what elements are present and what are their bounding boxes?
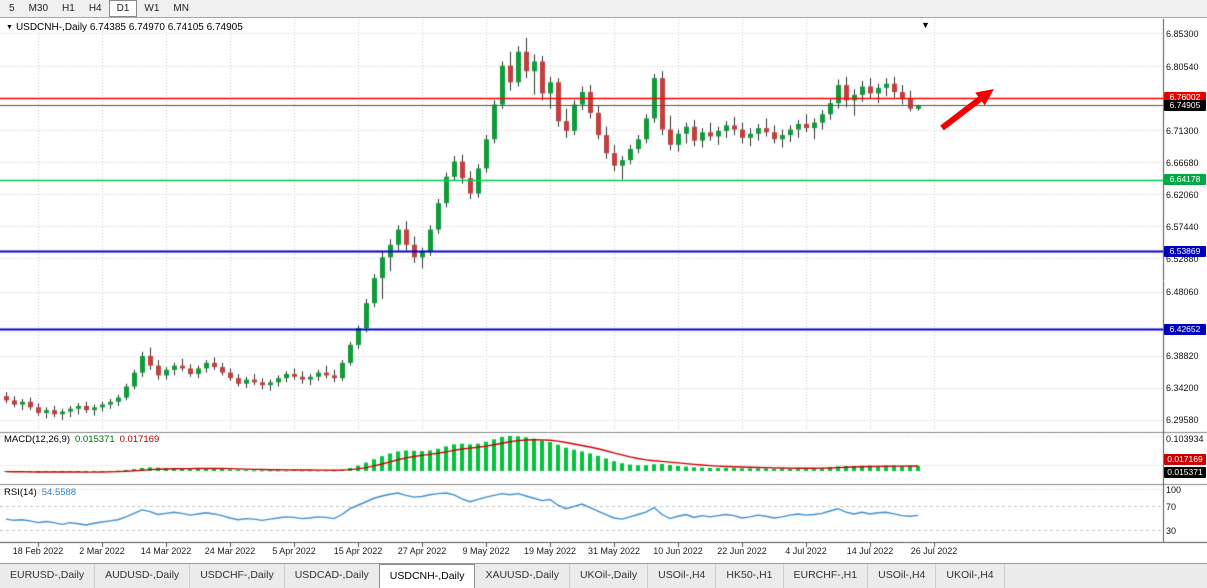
price-line-badge: 6.53869 [1164, 245, 1206, 257]
date-axis-label: 4 Jul 2022 [785, 546, 827, 556]
timeframe-button-m30[interactable]: M30 [28, 3, 49, 14]
price-axis-label: 6.71300 [1166, 125, 1199, 136]
price-axis-label: 6.66680 [1166, 157, 1199, 168]
date-axis-label: 24 Mar 2022 [204, 546, 256, 556]
chart-tab-hk50-h1[interactable]: HK50-,H1 [716, 564, 784, 588]
price-axis-label: 6.48060 [1166, 287, 1199, 298]
price-line-badge: 6.74905 [1164, 99, 1206, 111]
chart-tab-usdcnh-daily[interactable]: USDCNH-,Daily [378, 564, 476, 588]
macd-indicator-label: MACD(12,26,9) 0.015371 0.017169 [4, 434, 159, 445]
timeframe-button-h4[interactable]: H4 [88, 3, 102, 14]
chart-symbol-title: USDCNH-,Daily [15, 22, 88, 33]
chart-title-bar: ▼ USDCNH-,Daily 6.74385 6.74970 6.74105 6… [6, 22, 243, 33]
date-axis-label: 2 Mar 2022 [79, 546, 125, 556]
timeframe-button-d1[interactable]: D1 [108, 0, 138, 17]
chart-ohlc-values: 6.74385 6.74970 6.74105 6.74905 [89, 22, 243, 33]
price-axis-label: 6.52880 [1166, 253, 1199, 264]
chart-tab-usdchf-daily[interactable]: USDCHF-,Daily [190, 564, 285, 588]
macd-name: MACD(12,26,9) [4, 434, 70, 445]
price-line-badge: 6.42652 [1164, 323, 1206, 335]
date-axis-label: 14 Mar 2022 [140, 546, 192, 556]
chart-tab-xauusd-daily[interactable]: XAUUSD-,Daily [475, 564, 570, 588]
macd-value-badge: 0.015371 [1164, 466, 1206, 478]
macd-value-badge: 0.017169 [1164, 454, 1206, 466]
chart-tab-usdcad-daily[interactable]: USDCAD-,Daily [285, 564, 380, 588]
price-axis-label: 6.29580 [1166, 415, 1199, 426]
chart-shift-marker-icon[interactable]: ▼ [921, 20, 930, 30]
date-axis-label: 19 May 2022 [523, 546, 577, 556]
timeframe-button-mn[interactable]: MN [173, 3, 189, 14]
timeframe-button-h1[interactable]: H1 [62, 3, 75, 14]
date-axis-label: 22 Jun 2022 [717, 546, 767, 556]
price-axis-label: 6.80540 [1166, 61, 1199, 72]
chart-tab-ukoil-daily[interactable]: UKOil-,Daily [570, 564, 649, 588]
date-axis-label: 15 Apr 2022 [333, 546, 383, 556]
price-line-badge: 6.76002 [1164, 92, 1206, 104]
rsi-value: 54.5588 [41, 487, 77, 498]
date-axis-label: 9 May 2022 [462, 546, 510, 556]
chart-canvas[interactable] [0, 19, 1207, 562]
chart-tab-eurusd-daily[interactable]: EURUSD-,Daily [0, 564, 96, 588]
trend-arrow-icon[interactable] [936, 86, 998, 139]
macd-axis-label: 0.103934 [1166, 434, 1204, 444]
price-axis-label: 6.57440 [1166, 221, 1199, 232]
chart-tab-ukoil-h4[interactable]: UKOil-,H4 [936, 564, 1005, 588]
timeframe-toolbar: 5 M30 H1 H4 D1 W1 MN [0, 0, 1207, 18]
date-axis-label: 26 Jul 2022 [910, 546, 958, 556]
date-axis-label: 14 Jul 2022 [846, 546, 894, 556]
timeframe-button-5[interactable]: 5 [9, 3, 15, 14]
date-axis-label: 27 Apr 2022 [397, 546, 447, 556]
rsi-name: RSI(14) [4, 487, 37, 498]
chart-tab-usoil-h4[interactable]: USOil-,H4 [648, 564, 717, 588]
rsi-axis-label: 100 [1166, 485, 1182, 495]
price-axis-label: 6.85300 [1166, 28, 1199, 39]
date-axis-label: 5 Apr 2022 [272, 546, 316, 556]
timeframe-button-w1[interactable]: W1 [144, 3, 160, 14]
chart-tab-audusd-daily[interactable]: AUDUSD-,Daily [95, 564, 191, 588]
price-line-badge: 6.64178 [1164, 174, 1206, 186]
price-axis-label: 6.34200 [1166, 383, 1199, 394]
date-axis-label: 18 Feb 2022 [12, 546, 64, 556]
date-axis-label: 31 May 2022 [587, 546, 641, 556]
date-axis-label: 10 Jun 2022 [653, 546, 703, 556]
rsi-axis-label: 70 [1166, 502, 1177, 513]
price-axis-label: 6.62060 [1166, 189, 1199, 200]
chart-tab-eurchf-h1[interactable]: EURCHF-,H1 [784, 564, 869, 588]
rsi-axis-label: 30 [1166, 525, 1177, 536]
chart-tab-bar: EURUSD-,Daily AUDUSD-,Daily USDCHF-,Daily U… [0, 563, 1207, 588]
chart-tab-usoil-h4[interactable]: USOil-,H4 [868, 564, 937, 588]
macd-signal-value: 0.017169 [119, 434, 160, 445]
timeframe-button-list: 5 M30 H1 H4 D1 W1 MN [2, 0, 196, 17]
macd-value: 0.015371 [75, 434, 115, 445]
rsi-indicator-label: RSI(14) 54.5588 [4, 487, 76, 498]
price-axis-label: 6.38820 [1166, 351, 1199, 362]
chart-collapse-icon[interactable]: ▼ [6, 24, 13, 31]
